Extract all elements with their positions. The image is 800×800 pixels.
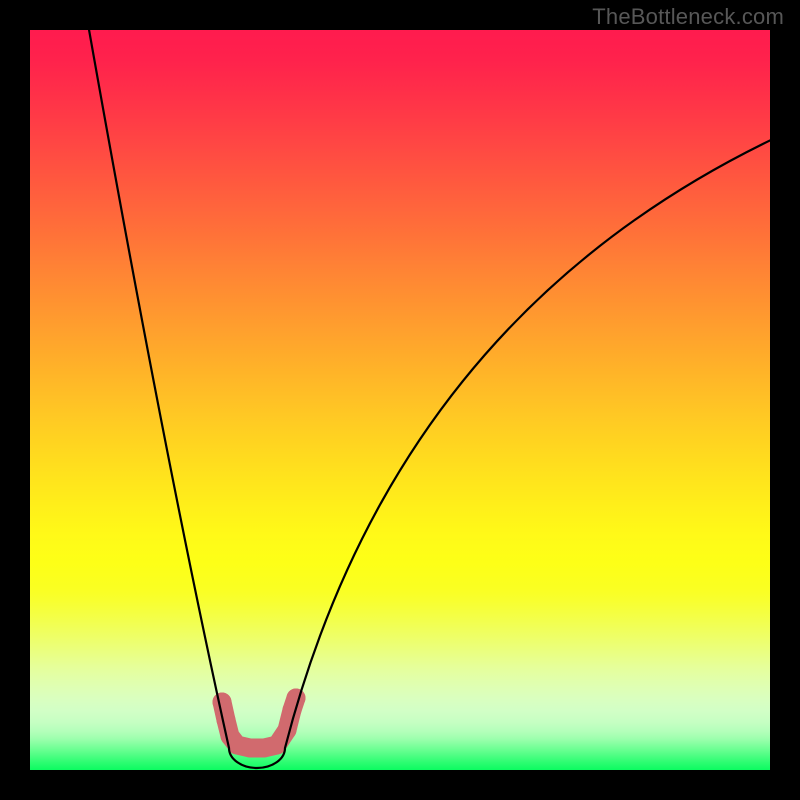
bottleneck-curve	[88, 30, 770, 768]
curve-layer	[30, 30, 770, 770]
watermark-text: TheBottleneck.com	[592, 4, 784, 30]
chart-frame: TheBottleneck.com	[0, 0, 800, 800]
plot-area	[30, 30, 770, 770]
